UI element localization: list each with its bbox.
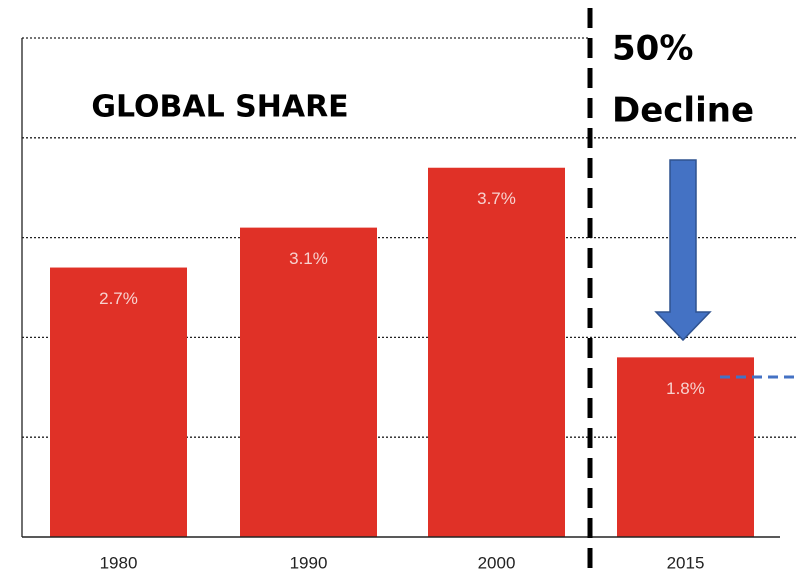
value-label: 3.1% [289, 249, 328, 268]
x-tick-label: 1980 [100, 553, 138, 572]
annotation: 50% [612, 29, 693, 69]
arrow [654, 159, 712, 342]
value-label: 1.8% [666, 379, 705, 398]
annotation: Decline [612, 91, 754, 131]
chart-title: GLOBAL SHARE [91, 90, 348, 125]
bar [50, 267, 187, 537]
x-tick-label: 2015 [667, 553, 705, 572]
bar [617, 357, 754, 537]
x-tick-label: 1990 [290, 553, 328, 572]
bar [240, 227, 377, 537]
bar [428, 167, 565, 538]
value-label: 2.7% [99, 289, 138, 308]
value-label: 3.7% [477, 189, 516, 208]
x-tick-label: 2000 [478, 553, 516, 572]
